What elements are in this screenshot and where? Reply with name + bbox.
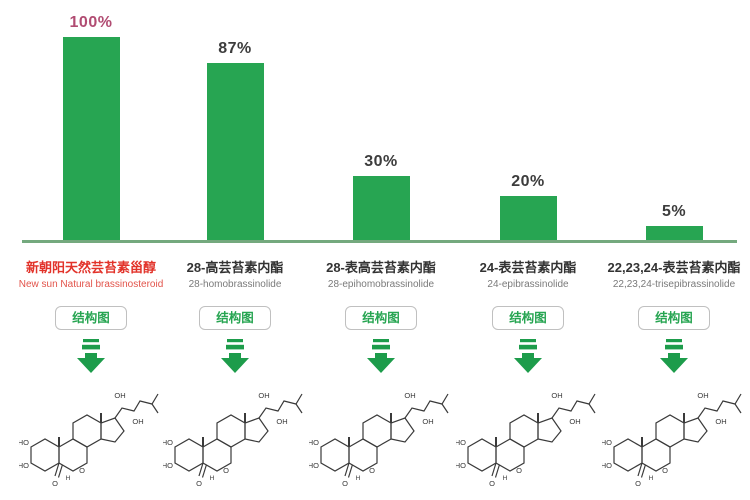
down-arrow-icon: [367, 338, 395, 373]
baseline: [22, 240, 737, 243]
category-label-cn: 24-表芸苔素内酯: [479, 260, 577, 275]
column-24-epibrassinolide: 20% 24-表芸苔素内酯 24-epibrassinolide 结构图: [455, 0, 600, 500]
structure-diagram-button[interactable]: 结构图: [492, 305, 564, 330]
bar-value-label: 30%: [364, 152, 398, 170]
category-label-en: New sun Natural brassinosteroid: [18, 278, 164, 290]
column-28-homobrassinolide: 87% 28-高芸苔素内酯 28-homobrassinolide 结构图: [162, 0, 307, 500]
bar: [499, 196, 557, 240]
bar: [206, 63, 264, 240]
category-label-cn: 28-表高芸苔素内酯: [326, 260, 436, 275]
chart-cell: 20%: [456, 0, 600, 240]
bar: [352, 176, 410, 240]
down-arrow-icon: [660, 338, 688, 373]
down-arrow-icon: [514, 338, 542, 373]
structure-diagram-button[interactable]: 结构图: [55, 305, 127, 330]
column-28-epihomobrassinolide: 30% 28-表高芸苔素内酯 28-epihomobrassinolide 结构…: [308, 0, 453, 500]
category-label-cn: 28-高芸苔素内酯: [186, 260, 284, 275]
down-arrow-icon: [221, 338, 249, 373]
bar-value-label: 100%: [69, 13, 113, 31]
bar-value-label: 20%: [511, 172, 545, 190]
column-22-23-24-trisepibrassinolide: 5% 22,23,24-表芸苔素内酯 22,23,24-trisepibrass…: [601, 0, 746, 500]
chart-cell: 30%: [309, 0, 453, 240]
column-new-sun-natural-brassinosteroid: 100% 新朝阳天然芸苔素甾醇 New sun Natural brassino…: [18, 0, 164, 500]
category-label-en: 22,23,24-trisepibrassinolide: [612, 278, 736, 290]
bar: [645, 226, 703, 240]
chart-cell: 5%: [602, 0, 746, 240]
category-label-cn: 新朝阳天然芸苔素甾醇: [25, 260, 156, 275]
chart-cell: 100%: [19, 0, 163, 240]
bar-value-label: 5%: [661, 202, 687, 220]
bar-value-label: 87%: [218, 39, 252, 57]
category-label-en: 24-epibrassinolide: [487, 278, 569, 290]
chemical-structure: [162, 389, 303, 489]
category-label-en: 28-homobrassinolide: [188, 278, 282, 290]
structure-diagram-button[interactable]: 结构图: [638, 305, 710, 330]
category-label-cn: 22,23,24-表芸苔素内酯: [607, 260, 741, 275]
structure-diagram-button[interactable]: 结构图: [199, 305, 271, 330]
chart-cell: 87%: [163, 0, 307, 240]
chemical-structure: [601, 389, 742, 489]
chemical-structure: [455, 389, 596, 489]
chemical-structure: [18, 389, 159, 489]
bar: [62, 37, 120, 240]
category-label-en: 28-epihomobrassinolide: [327, 278, 435, 290]
structure-diagram-button[interactable]: 结构图: [345, 305, 417, 330]
down-arrow-icon: [77, 338, 105, 373]
chemical-structure: [308, 389, 449, 489]
